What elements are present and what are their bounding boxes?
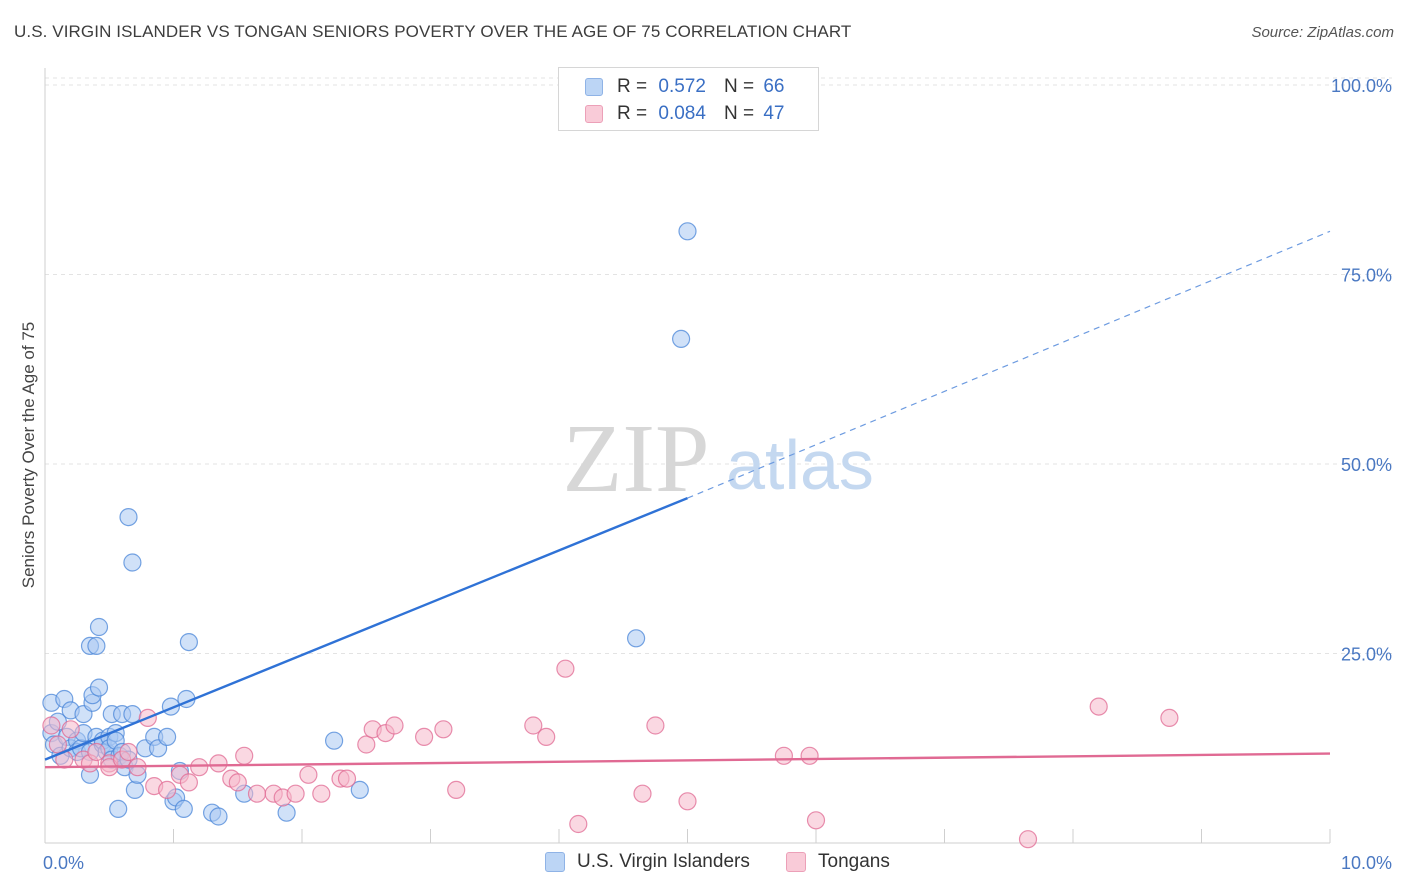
virgin-islander-point [350, 780, 369, 800]
legend-row-virgin-islanders: R = 0.572 N = 66 [585, 75, 784, 99]
chart-title: U.S. VIRGIN ISLANDER VS TONGAN SENIORS P… [14, 22, 852, 41]
virgin-islander-point [277, 803, 296, 822]
tongan-point [633, 784, 652, 803]
virgin-islander-point [123, 553, 142, 572]
bottom-legend-swatch-tongans [786, 852, 806, 872]
legend-r-value: 0.572 [658, 76, 706, 97]
tongan-point [556, 659, 575, 678]
bottom-legend-label-tongans: Tongans [818, 851, 890, 872]
trend-line-tongans [44, 752, 1331, 769]
tongan-point [434, 720, 453, 739]
tongan-point [678, 792, 697, 811]
virgin-islander-point [626, 629, 646, 648]
tongan-point [357, 735, 376, 754]
x-tick-label: 0.0% [43, 853, 84, 873]
tongan-point [337, 769, 357, 788]
tongan-point [774, 746, 794, 765]
legend-r-label: R = [617, 103, 648, 124]
tongan-point [1160, 708, 1179, 728]
tongan-point [235, 746, 254, 765]
y-axis-label: Seniors Poverty Over the Age of 75 [19, 322, 38, 588]
legend-n-label: N = [723, 103, 755, 124]
legend-swatch-tongans [585, 105, 603, 123]
virgin-islander-point [678, 222, 697, 241]
tongan-point [1089, 697, 1108, 716]
tongan-point [806, 811, 826, 830]
virgin-islander-point [119, 507, 138, 527]
watermark: ZIP atlas [563, 405, 874, 513]
grid-lines [45, 77, 1392, 654]
tongan-point [646, 716, 665, 735]
tongan-point [299, 765, 318, 784]
tongan-point [42, 716, 61, 735]
tongan-point [179, 773, 198, 792]
watermark-zip: ZIP [563, 405, 710, 513]
virgin-islander-point [158, 727, 177, 747]
virgin-islander-point [123, 704, 142, 724]
chart-source: Source: ZipAtlas.com [1251, 24, 1394, 41]
y-tick-label: 50.0% [1341, 455, 1392, 475]
trend-line-virgin-islanders-extension [687, 230, 1331, 499]
trend-lines [44, 230, 1331, 769]
virgin-islander-point [109, 799, 128, 819]
tongan-point [415, 727, 434, 747]
tongan-point [190, 758, 209, 777]
legend-row-tongans: R = 0.084 N = 47 [585, 102, 784, 126]
tick-labels: 25.0% 50.0% 75.0% 100.0% 0.0% 10.0% [43, 76, 1392, 873]
virgin-islander-point [125, 780, 144, 800]
axes [44, 68, 1331, 844]
tongan-point [209, 754, 228, 773]
tongan-point [569, 814, 588, 834]
tongan-point [447, 780, 466, 800]
legend-n-value: 66 [763, 76, 785, 97]
tongan-point [312, 784, 331, 803]
tongan-point [385, 716, 404, 735]
tongan-point [119, 742, 138, 762]
trend-line-virgin-islanders [44, 496, 688, 761]
virgin-islander-point [87, 636, 106, 656]
virgin-islander-point [89, 678, 109, 697]
virgin-islander-point [671, 329, 691, 348]
y-tick-label: 100.0% [1331, 76, 1392, 96]
legend-r-label: R = [617, 76, 648, 97]
tongan-point [158, 780, 177, 800]
watermark-atlas: atlas [726, 426, 874, 504]
tongan-point [286, 784, 305, 803]
virgin-islander-point [325, 731, 344, 750]
bottom-legend-tongans: Tongans [786, 851, 890, 873]
tongan-point [800, 746, 819, 765]
virgin-islander-point [89, 617, 109, 637]
y-tick-label: 75.0% [1341, 266, 1392, 286]
tongan-point [228, 773, 247, 792]
legend-n-value: 47 [763, 103, 785, 124]
tongan-point [87, 742, 106, 762]
tongan-point [524, 716, 543, 735]
tongan-point [48, 735, 68, 754]
bottom-legend-label-virgin-islanders: U.S. Virgin Islanders [577, 851, 750, 872]
virgin-islander-point [179, 632, 198, 652]
legend-swatch-virgin-islanders [585, 78, 603, 96]
legend-r-value: 0.084 [658, 103, 706, 124]
y-tick-label: 25.0% [1341, 645, 1392, 665]
x-tick-label: 10.0% [1341, 853, 1392, 873]
bottom-legend-swatch-virgin-islanders [545, 852, 565, 872]
data-points [42, 222, 1179, 849]
correlation-legend: R = 0.572 N = 66 R = 0.084 N = 47 [558, 67, 819, 131]
tongan-point [1018, 830, 1038, 849]
tongan-point [61, 720, 80, 739]
tongan-point [247, 784, 267, 803]
legend-n-label: N = [723, 76, 755, 97]
virgin-islander-point [209, 807, 228, 826]
virgin-islander-point [174, 799, 193, 819]
tongan-point [537, 727, 556, 747]
bottom-legend-virgin-islanders: U.S. Virgin Islanders [545, 851, 750, 873]
